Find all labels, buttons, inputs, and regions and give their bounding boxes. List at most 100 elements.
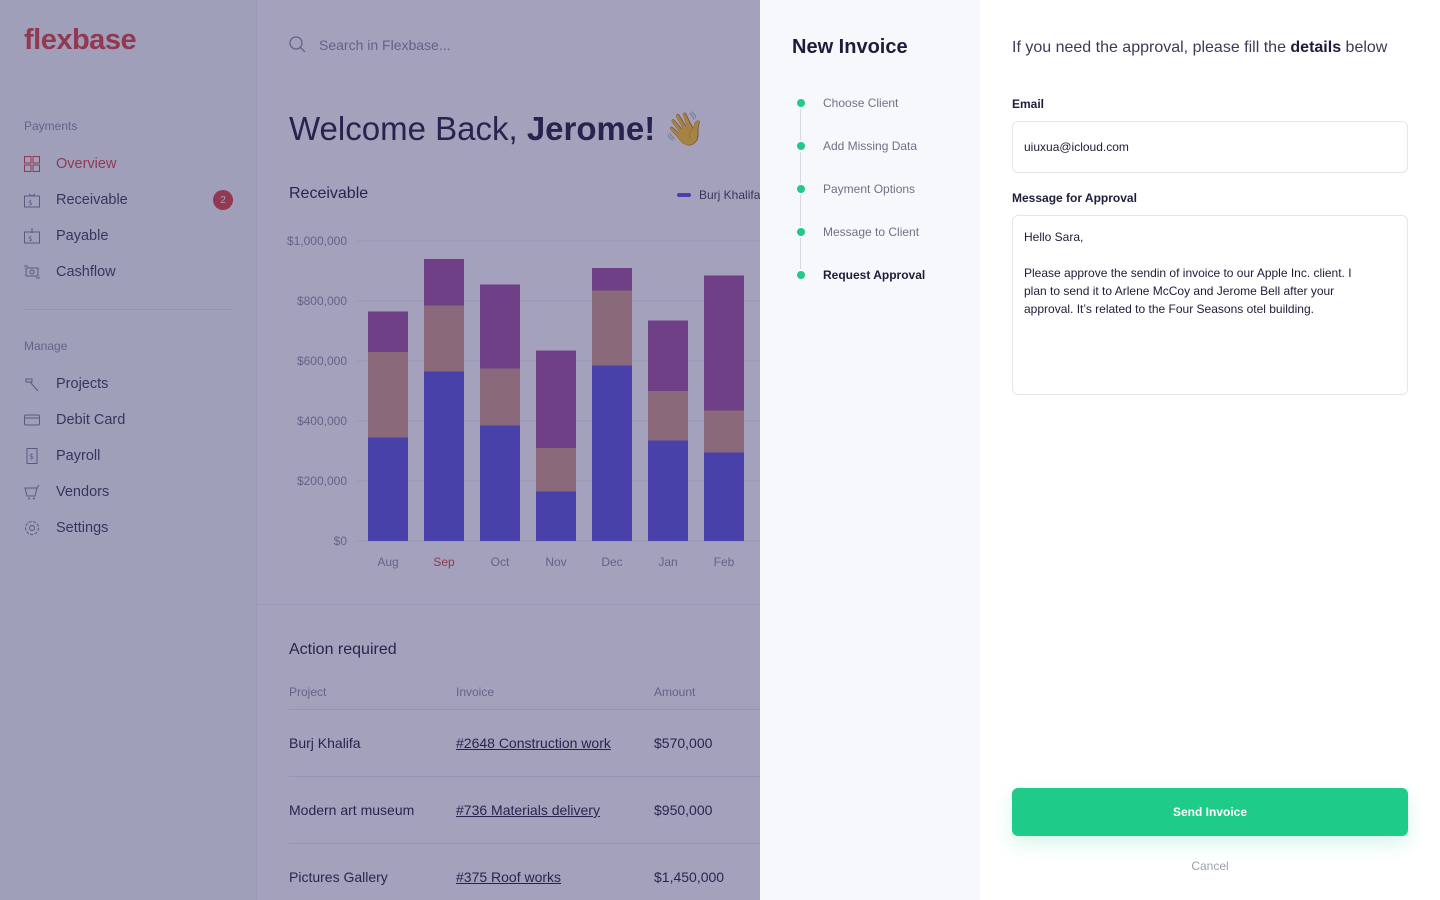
section-divider (257, 604, 857, 605)
x-tick-label: Feb (714, 555, 735, 569)
y-tick-label: $600,000 (297, 354, 347, 368)
receivable-icon: $ (24, 192, 40, 208)
payments-heading: Payments (24, 119, 78, 133)
step-complete-icon (795, 97, 807, 109)
bar-segment (368, 437, 408, 541)
x-tick-label: Aug (377, 555, 398, 569)
sidebar-item-label: Vendors (56, 484, 110, 500)
bar-segment (424, 305, 464, 372)
sidebar-item-label: Debit Card (56, 412, 126, 428)
sidebar-item-label: Cashflow (56, 264, 116, 280)
sidebar-item-label: Receivable (56, 192, 128, 208)
search-icon (289, 36, 306, 53)
row-project: Burj Khalifa (289, 735, 361, 751)
hammer-icon (24, 376, 40, 392)
bar-segment (424, 371, 464, 541)
sidebar-item-label: Payroll (56, 448, 101, 464)
legend-swatch (677, 193, 691, 197)
step-complete-icon (795, 183, 807, 195)
email-field[interactable]: uiuxua@icloud.com (1012, 121, 1408, 173)
manage-heading: Manage (24, 339, 68, 353)
sidebar-item-debit-card[interactable]: Debit Card (24, 408, 233, 432)
bar-segment (592, 290, 632, 366)
bar-segment (704, 452, 744, 541)
search-input[interactable]: Search in Flexbase... (319, 36, 451, 53)
invoice-link[interactable]: #2648 Construction work (456, 735, 611, 751)
row-divider (289, 776, 809, 777)
step-message-to-client[interactable]: Message to Client (795, 225, 919, 239)
sidebar-item-payable[interactable]: $ Payable (24, 224, 233, 248)
y-tick-label: $800,000 (297, 294, 347, 308)
step-complete-icon (795, 226, 807, 238)
row-amount: $1,450,000 (654, 869, 725, 885)
invoice-link[interactable]: #736 Materials delivery (456, 802, 600, 818)
row-project: Pictures Gallery (289, 869, 388, 885)
y-tick-label: $1,000,000 (287, 234, 347, 248)
x-tick-label: Jan (658, 555, 677, 569)
legend-label: Burj Khalifa (699, 188, 761, 202)
sidebar: flexbase Payments Overview $ Receivable … (0, 0, 257, 900)
bar-segment (536, 491, 576, 541)
y-tick-label: $0 (334, 534, 348, 548)
sidebar-item-label: Overview (56, 156, 117, 172)
bar-segment (368, 311, 408, 352)
grid-icon (24, 156, 40, 172)
bar-segment (480, 425, 520, 541)
step-request-approval[interactable]: Request Approval (795, 268, 925, 282)
page-title: Welcome Back, Jerome! 👋 (289, 110, 705, 149)
step-label: Payment Options (823, 182, 916, 196)
send-invoice-button[interactable]: Send Invoice (1012, 788, 1408, 836)
step-label: Request Approval (823, 268, 926, 282)
intro-bold: details (1290, 39, 1342, 56)
logo[interactable]: flexbase (24, 24, 137, 56)
column-header-invoice: Invoice (456, 685, 495, 699)
row-divider (289, 709, 809, 710)
chart-legend: Burj Khalifa (677, 188, 760, 202)
sidebar-divider (24, 309, 233, 310)
column-header-project: Project (289, 685, 327, 699)
welcome-prefix: Welcome Back, (289, 110, 527, 147)
bar-segment (536, 448, 576, 492)
step-choose-client[interactable]: Choose Client (795, 96, 898, 110)
sidebar-item-payroll[interactable]: $ Payroll (24, 444, 233, 468)
user-name: Jerome! (526, 110, 656, 147)
row-project: Modern art museum (289, 802, 415, 818)
vendors-icon (24, 484, 40, 500)
bar-segment (704, 410, 744, 453)
intro-prefix: If you need the approval, please fill th… (1012, 39, 1291, 56)
receivable-title: Receivable (289, 185, 369, 202)
step-payment-options[interactable]: Payment Options (795, 182, 915, 196)
step-current-icon (795, 269, 807, 281)
bar-segment (648, 440, 688, 541)
message-textarea[interactable]: Hello Sara, Please approve the sendin of… (1012, 215, 1408, 395)
step-label: Choose Client (823, 96, 899, 110)
email-label: Email (1012, 97, 1045, 111)
receivable-chart: $0 $200,000 $400,000 $600,000 $800,000 $1,000… (287, 234, 760, 569)
sidebar-item-receivable[interactable]: $ Receivable 2 (24, 188, 233, 212)
y-tick-label: $400,000 (297, 414, 347, 428)
sidebar-item-vendors[interactable]: Vendors (24, 480, 233, 504)
bar-segment (704, 275, 744, 411)
cashflow-icon (24, 264, 40, 280)
row-amount: $950,000 (654, 802, 713, 818)
bar-segment (592, 268, 632, 291)
bar-segment (368, 352, 408, 438)
sidebar-item-cashflow[interactable]: Cashflow (24, 260, 233, 284)
sidebar-item-projects[interactable]: Projects (24, 372, 233, 396)
modal-backdrop[interactable] (0, 0, 760, 900)
bar-segment (424, 259, 464, 306)
cancel-button[interactable]: Cancel (1191, 859, 1229, 873)
search-bar[interactable]: Search in Flexbase... (289, 36, 451, 53)
sidebar-item-settings[interactable]: Settings (24, 516, 233, 540)
gear-icon (24, 520, 40, 536)
sidebar-item-overview[interactable]: Overview (24, 152, 233, 176)
bar-segment (480, 368, 520, 426)
step-add-missing-data[interactable]: Add Missing Data (795, 139, 917, 153)
row-divider (289, 843, 809, 844)
row-amount: $570,000 (654, 735, 713, 751)
step-complete-icon (795, 140, 807, 152)
x-tick-label: Nov (545, 555, 566, 569)
svg-text:$: $ (28, 199, 32, 207)
invoice-link[interactable]: #375 Roof works (456, 869, 562, 885)
svg-text:$: $ (29, 452, 34, 461)
